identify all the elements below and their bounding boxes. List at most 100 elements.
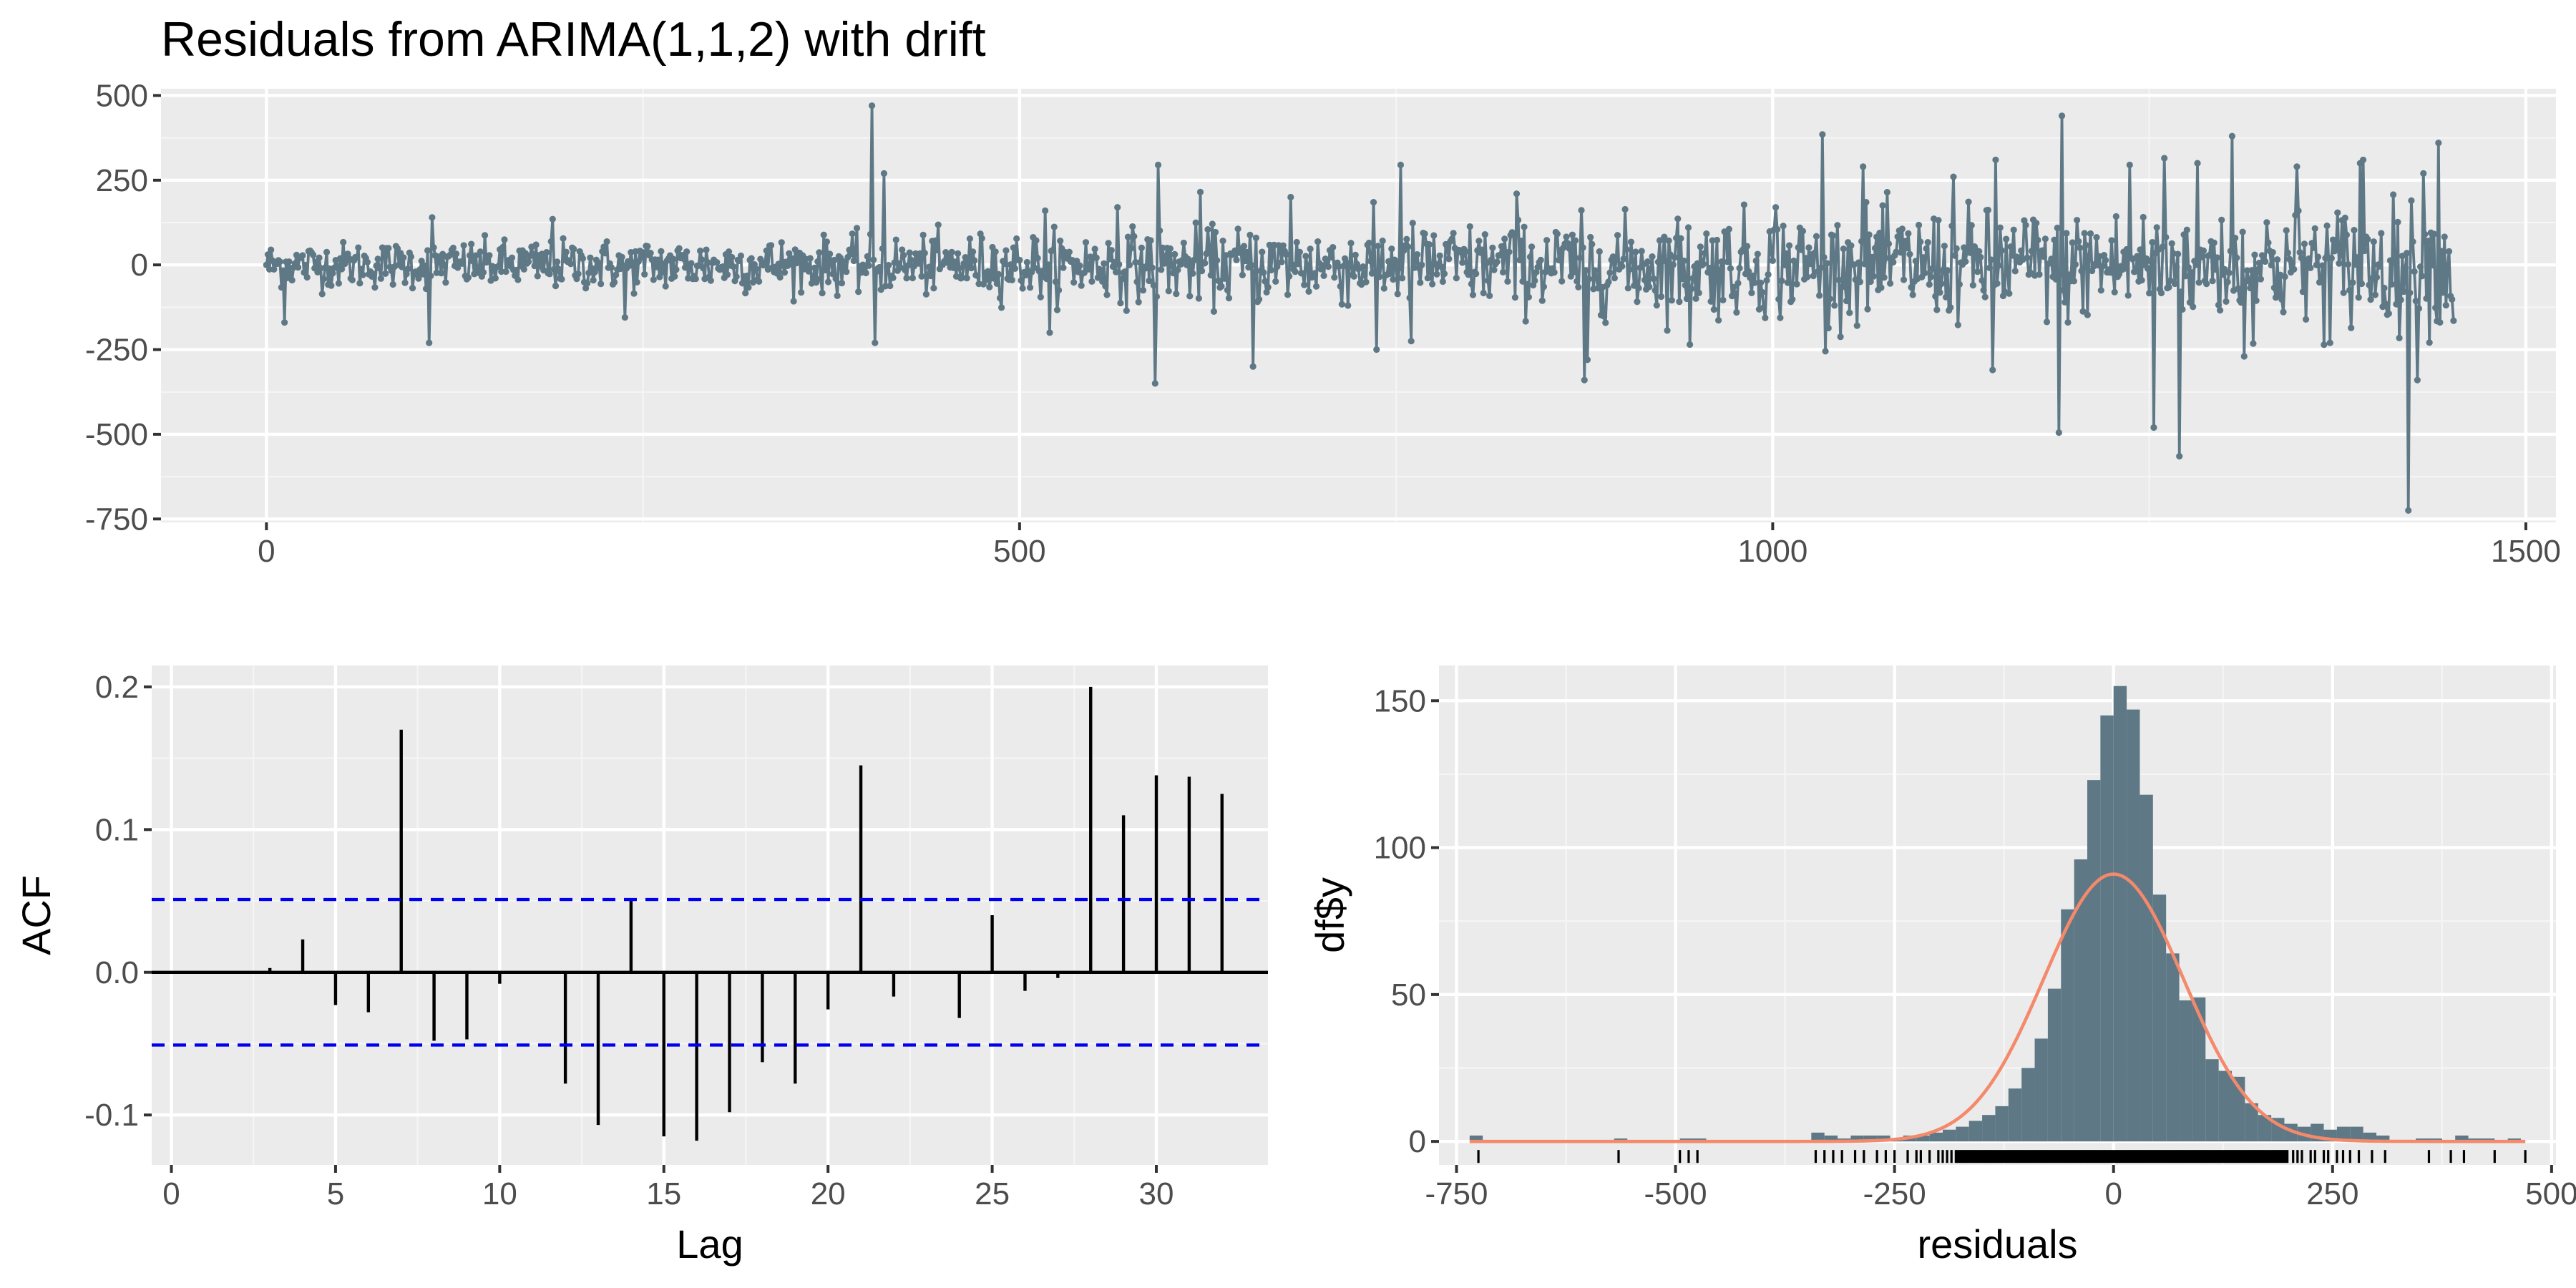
residual-point (1835, 276, 1843, 283)
residual-point (2209, 278, 2216, 285)
residual-point (1388, 245, 1395, 253)
normal-density-curve (1469, 872, 2526, 1143)
residual-point (1903, 245, 1911, 252)
p1-x-tick-label: 1000 (1737, 534, 1807, 569)
residual-point (1135, 298, 1142, 306)
residual-point (2429, 261, 2436, 269)
residual-point (2239, 228, 2246, 235)
residual-point (1846, 309, 1853, 316)
residual-point (595, 264, 603, 271)
residual-point (1793, 280, 1800, 288)
residual-point (1998, 247, 2005, 254)
residual-point (2157, 289, 2165, 297)
residual-point (2364, 235, 2371, 243)
residual-point (686, 265, 693, 272)
residual-point (2140, 213, 2147, 221)
residual-point (640, 249, 647, 256)
residual-point (742, 290, 749, 297)
residual-point (2224, 278, 2231, 286)
residual-point (603, 238, 610, 245)
residual-point (2097, 287, 2104, 294)
residual-point (1950, 173, 1957, 180)
residual-point (348, 276, 356, 283)
residual-point (1293, 238, 1300, 246)
residual-point (1585, 275, 1593, 283)
residual-point (2262, 258, 2269, 265)
residual-point (2400, 288, 2407, 296)
residual-point (748, 255, 755, 262)
residual-point (1274, 263, 1281, 270)
residual-point (1385, 258, 1392, 265)
p2-panel-background (152, 665, 1268, 1165)
residual-point (310, 251, 317, 258)
residual-point (1989, 366, 1996, 374)
residual-point (2007, 243, 2014, 250)
residual-point (1361, 272, 1368, 279)
residual-point (1649, 253, 1656, 260)
residual-point (1499, 268, 1507, 275)
residual-point (2036, 270, 2043, 278)
residual-point (2232, 235, 2239, 242)
residual-point (2415, 305, 2423, 312)
residual-point (1537, 256, 1544, 263)
residual-point (1677, 235, 1684, 242)
residual-point (805, 268, 812, 275)
residual-point (2168, 240, 2175, 247)
residual-point (948, 248, 955, 255)
residual-point (900, 251, 907, 259)
residual-point (371, 284, 379, 291)
histogram-bar (1811, 1132, 1825, 1142)
residual-point (2175, 250, 2182, 258)
residual-point (2240, 353, 2248, 360)
residual-point (2253, 297, 2260, 304)
residual-point (1103, 291, 1111, 298)
residual-point (1034, 255, 1041, 262)
residual-point (1644, 258, 1652, 265)
residual-point (986, 283, 993, 291)
residual-point (2404, 250, 2411, 257)
residual-point (1713, 236, 1721, 244)
residual-point (2321, 341, 2328, 348)
residual-point (288, 276, 296, 284)
residual-point (404, 265, 411, 273)
residual-point (1855, 259, 1862, 266)
residual-point (2420, 170, 2427, 177)
residual-point (1151, 380, 1158, 387)
residual-point (1581, 376, 1588, 384)
residual-point (2328, 255, 2335, 262)
residual-point (2293, 163, 2301, 170)
residual-point (834, 292, 841, 299)
residual-point (2385, 310, 2392, 317)
residual-point (2318, 277, 2325, 284)
residual-point (2233, 254, 2240, 261)
histogram-bar (2179, 1000, 2192, 1142)
residual-point (1150, 282, 1157, 289)
residual-point (1730, 283, 1737, 291)
residual-point (1304, 261, 1311, 269)
residual-point (1146, 277, 1153, 285)
p3-panel-background (1439, 665, 2556, 1165)
residual-point (2072, 260, 2079, 268)
histogram-bar (2166, 953, 2180, 1142)
residual-point (1921, 269, 1928, 277)
residual-point (1692, 295, 1699, 302)
histogram-bar (2021, 1068, 2035, 1142)
residual-point (1641, 276, 1649, 283)
residual-point (1166, 245, 1174, 253)
residual-point (1345, 302, 1352, 309)
residual-point (534, 273, 541, 280)
residual-point (2388, 280, 2396, 288)
residual-point (1897, 249, 1904, 256)
residual-point (933, 246, 940, 254)
residual-point (781, 269, 789, 276)
residual-point (1933, 306, 1941, 313)
residual-point (2334, 209, 2341, 216)
residual-point (1375, 243, 1382, 250)
residual-point (1555, 256, 1563, 264)
residual-point (340, 238, 347, 246)
residual-point (1242, 257, 1249, 265)
residual-point (1533, 268, 1540, 275)
residual-point (1153, 293, 1161, 301)
residual-point (2268, 261, 2275, 269)
residual-point (1710, 306, 1717, 313)
